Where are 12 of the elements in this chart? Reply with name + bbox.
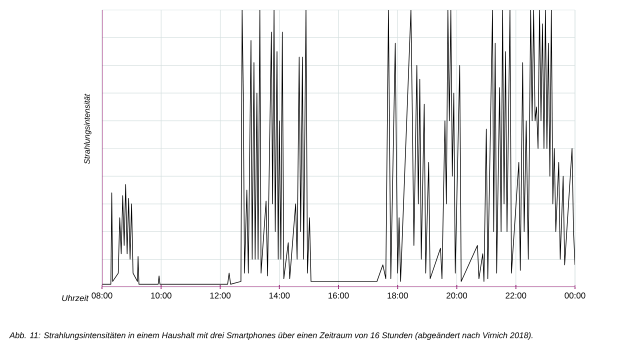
x-tick-label: 18:00 (388, 292, 408, 299)
x-tick-label: 10:00 (151, 292, 172, 299)
x-tick-label: 14:00 (269, 292, 290, 299)
x-tick-label: 20:00 (446, 292, 468, 299)
x-tick-label: 16:00 (328, 292, 349, 299)
x-axis-title: Uhrzeit (62, 294, 89, 302)
y-axis-title: Strahlungsintensität (84, 94, 92, 164)
caption: Abb. 11: Strahlungsintensitäten in einem Haushalt mit drei Smartphones über einen Zeitraum von 16 Stunden (abgeändert nach Virnich 2018). (9, 332, 532, 340)
x-tick-label: 12:00 (210, 292, 231, 299)
x-tick-label: 08:00 (92, 292, 112, 299)
x-tick-label: 22:00 (506, 292, 526, 299)
x-tick-label: 00:00 (564, 292, 586, 299)
